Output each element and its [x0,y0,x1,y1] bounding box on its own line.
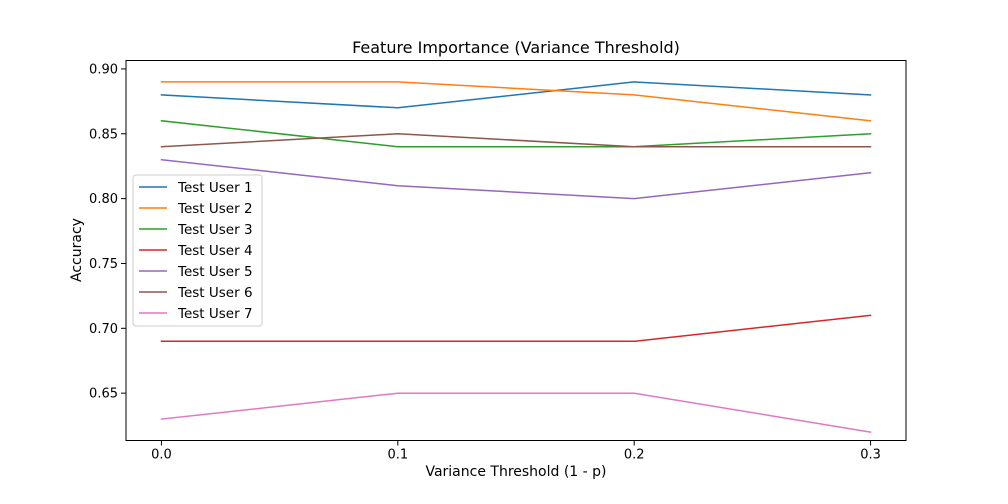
series-line-test-user-3 [160,119,872,148]
series-line-test-user-6 [160,133,872,148]
plot-area-frame [125,60,907,441]
y-tick-label: 0.70 [89,322,118,337]
legend-label: Test User 6 [177,285,253,301]
y-tick-label: 0.80 [89,192,118,207]
y-tick-label: 0.75 [89,257,118,272]
y-axis-label: Accuracy [69,218,85,282]
legend: Test User 1 Test User 2 Test User 3 Test Us… [132,174,263,327]
y-axis-ticks: 0.65 0.70 0.75 0.80 0.85 0.90 [89,62,126,402]
series-lines [160,81,872,433]
legend-box [132,174,263,327]
legend-label: Test User 7 [177,306,253,322]
series-line-test-user-4 [160,314,872,343]
legend-label: Test User 2 [177,201,253,217]
legend-label: Test User 3 [177,222,253,238]
x-tick-label: 0.2 [624,448,645,463]
series-line-test-user-1 [160,81,872,109]
series-line-test-user-7 [160,392,872,433]
y-tick-label: 0.90 [89,62,118,77]
legend-label: Test User 1 [177,180,253,196]
x-tick-label: 0.0 [151,448,172,463]
legend-label: Test User 4 [177,243,253,259]
y-tick-label: 0.85 [89,127,118,142]
legend-label: Test User 5 [177,264,253,280]
chart-title: Feature Importance (Variance Threshold) [352,38,680,57]
x-tick-label: 0.3 [860,448,881,463]
x-axis-ticks: 0.0 0.1 0.2 0.3 [151,440,881,463]
y-tick-label: 0.65 [89,387,118,402]
x-axis-label: Variance Threshold (1 - p) [425,464,606,480]
series-line-test-user-5 [160,158,872,200]
series-line-test-user-2 [160,81,872,122]
x-tick-label: 0.1 [387,448,408,463]
